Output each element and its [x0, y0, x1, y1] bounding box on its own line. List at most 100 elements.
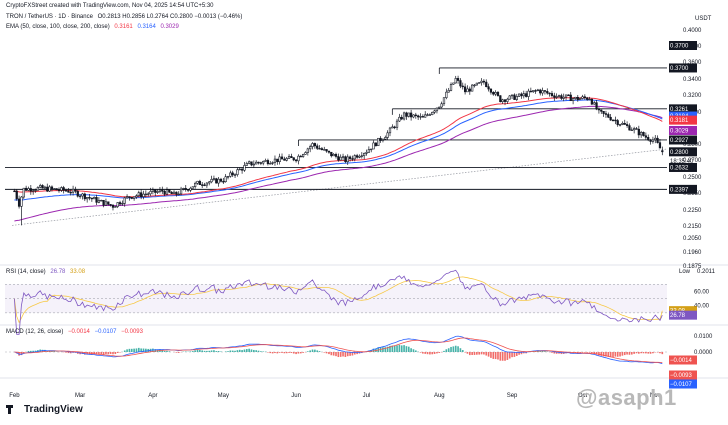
- candle-body: [114, 206, 117, 208]
- candle-body: [29, 188, 32, 192]
- macd-histogram-bar: [168, 351, 171, 352]
- macd-histogram-bar: [32, 350, 34, 352]
- macd-histogram-bar: [508, 352, 511, 359]
- candle-body: [609, 116, 612, 121]
- candle-body: [637, 128, 640, 136]
- candle-body: [132, 196, 136, 199]
- candle-body: [417, 115, 420, 118]
- macd-histogram-bar: [511, 352, 513, 358]
- candle-body: [231, 172, 234, 176]
- macd-histogram-bar: [612, 352, 614, 357]
- candle-body: [123, 197, 126, 204]
- macd-histogram-bar: [595, 352, 598, 355]
- candle-body: [527, 90, 530, 97]
- macd-histogram-bar: [145, 348, 147, 352]
- candle-body: [607, 114, 610, 118]
- ema50-line: [14, 97, 663, 198]
- candle-body: [88, 197, 91, 199]
- macd-histogram-bar: [285, 352, 288, 354]
- candle-body: [440, 103, 443, 108]
- price-axis-tick: 0.2500: [683, 175, 702, 181]
- macd-histogram-bar: [177, 352, 180, 353]
- macd-histogram-bar: [330, 352, 333, 356]
- macd-hist-tag-bg: [669, 355, 697, 365]
- macd-histogram-bar: [137, 347, 140, 352]
- macd-histogram-bar: [436, 352, 438, 354]
- rsi-axis-tick: 40.00: [694, 304, 710, 310]
- candle-body: [203, 184, 206, 187]
- tradingview-logo[interactable]: TradingView: [6, 404, 83, 415]
- candle-body: [215, 178, 218, 184]
- candle-body: [184, 188, 187, 190]
- candle-body: [593, 102, 596, 105]
- macd-histogram-bar: [553, 352, 556, 354]
- candle-body: [100, 199, 103, 202]
- macd-histogram-bar: [353, 352, 356, 355]
- macd-histogram-bar: [67, 352, 70, 354]
- macd-histogram-bar: [154, 349, 157, 352]
- candle-body: [452, 82, 455, 85]
- macd-histogram-bar: [457, 346, 459, 352]
- macd-histogram-bar: [605, 352, 607, 357]
- macd-histogram-bar: [478, 352, 481, 355]
- candle-body: [468, 88, 471, 92]
- macd-histogram-bar: [142, 348, 145, 352]
- macd-histogram-bar: [175, 352, 178, 353]
- macd-histogram-bar: [515, 352, 518, 356]
- candle-body: [212, 178, 216, 180]
- macd-histogram-bar: [450, 346, 452, 352]
- price-axis-tick: 0.2350: [683, 191, 702, 197]
- candle-body: [351, 158, 354, 160]
- price-axis-tick: 0.2250: [683, 208, 702, 214]
- candle-body: [391, 126, 394, 129]
- candle-body: [623, 123, 626, 125]
- candle-body: [236, 169, 239, 175]
- macd-histogram-bar: [241, 350, 243, 352]
- candle-body: [414, 114, 417, 117]
- macd-histogram-bar: [649, 352, 652, 354]
- macd-histogram-bar: [414, 350, 417, 352]
- macd-line-value: −0.0107: [94, 329, 117, 335]
- candle-body: [442, 97, 446, 105]
- candle-body: [158, 189, 162, 192]
- macd-histogram-bar: [229, 350, 232, 352]
- candle-body: [332, 153, 335, 157]
- rsi-title: RSI (14, close): [6, 269, 46, 275]
- macd-histogram-bar: [271, 352, 274, 354]
- macd-histogram-bar: [44, 349, 46, 352]
- candle-body: [273, 158, 277, 163]
- macd-histogram-bar: [412, 349, 415, 352]
- rsi-tag-bg: [669, 310, 697, 320]
- candle-body: [57, 189, 61, 192]
- macd-line-tag: −0.0107: [670, 382, 693, 388]
- candle-body: [628, 125, 631, 131]
- candle-body: [365, 152, 368, 154]
- macd-histogram-bar: [487, 352, 490, 357]
- rsi-line: [14, 269, 663, 335]
- candle-body: [517, 93, 521, 97]
- macd-histogram-bar: [598, 352, 600, 356]
- candle-body: [546, 91, 549, 94]
- candle-body: [318, 148, 321, 150]
- candle-body: [475, 82, 478, 86]
- macd-histogram-bar: [112, 352, 114, 355]
- candle-body: [201, 184, 204, 186]
- candle-body: [294, 159, 298, 162]
- candle-body: [280, 156, 284, 160]
- price-axis-tick: 0.4000: [683, 28, 702, 34]
- macd-histogram-bar: [203, 350, 206, 352]
- rsi-legend: RSI (14, close) 26.78 33.08: [6, 269, 88, 275]
- candle-body: [243, 165, 246, 171]
- candle-body: [616, 120, 619, 126]
- macd-histogram-bar: [98, 352, 100, 355]
- candle-body: [67, 190, 70, 193]
- candle-body: [633, 128, 636, 131]
- candle-body: [323, 149, 326, 151]
- candle-body: [313, 143, 316, 147]
- candle-body: [433, 110, 436, 113]
- candle-body: [358, 155, 361, 158]
- candle-body: [550, 93, 554, 96]
- time-axis-tick: Feb: [9, 393, 20, 399]
- level-tag: 0.3261: [670, 107, 689, 113]
- candle-body: [348, 156, 352, 159]
